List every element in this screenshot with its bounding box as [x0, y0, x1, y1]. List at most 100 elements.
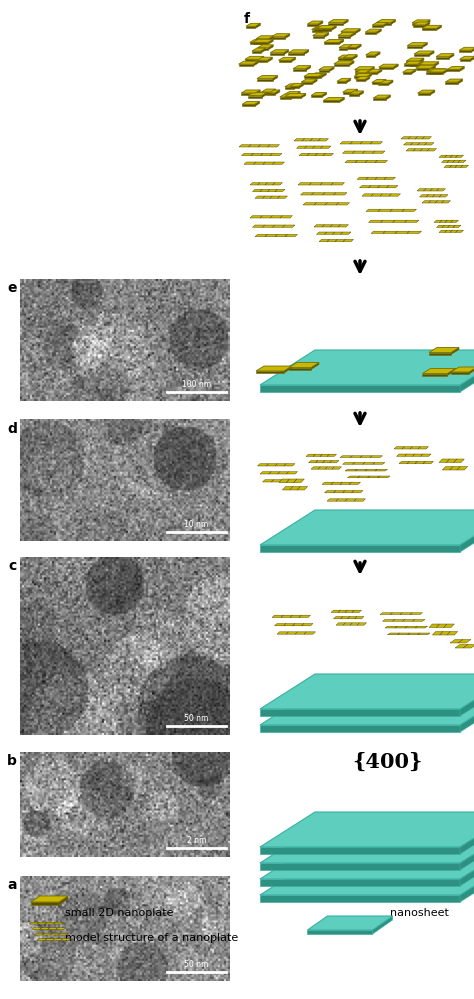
Polygon shape: [311, 363, 319, 370]
Polygon shape: [377, 476, 390, 478]
Polygon shape: [339, 45, 352, 48]
Polygon shape: [314, 225, 325, 227]
Polygon shape: [251, 153, 263, 156]
Polygon shape: [422, 201, 431, 203]
Polygon shape: [29, 922, 39, 924]
Polygon shape: [394, 447, 404, 449]
Polygon shape: [366, 55, 375, 57]
Polygon shape: [266, 93, 275, 95]
Polygon shape: [408, 633, 420, 634]
Polygon shape: [388, 80, 393, 85]
Polygon shape: [340, 456, 353, 458]
Polygon shape: [430, 90, 435, 95]
Polygon shape: [332, 467, 341, 470]
Polygon shape: [265, 183, 275, 185]
Polygon shape: [343, 92, 353, 94]
Polygon shape: [47, 928, 58, 929]
Polygon shape: [436, 54, 454, 57]
Polygon shape: [307, 153, 318, 156]
Polygon shape: [260, 844, 474, 879]
Polygon shape: [430, 189, 439, 191]
Polygon shape: [347, 616, 357, 618]
Polygon shape: [373, 463, 385, 465]
Polygon shape: [338, 58, 351, 60]
Polygon shape: [439, 155, 447, 158]
Polygon shape: [345, 160, 357, 163]
Polygon shape: [350, 142, 363, 144]
Polygon shape: [255, 101, 260, 106]
Polygon shape: [50, 933, 61, 935]
Polygon shape: [356, 44, 361, 49]
Polygon shape: [378, 80, 393, 83]
Polygon shape: [271, 480, 283, 482]
Polygon shape: [320, 146, 331, 148]
Polygon shape: [253, 42, 268, 44]
Polygon shape: [380, 612, 392, 614]
Polygon shape: [402, 447, 412, 449]
Polygon shape: [306, 455, 316, 457]
Polygon shape: [366, 209, 381, 212]
Polygon shape: [317, 232, 327, 235]
Polygon shape: [447, 369, 456, 376]
Polygon shape: [327, 455, 337, 457]
Polygon shape: [257, 464, 269, 466]
Polygon shape: [238, 64, 253, 66]
Polygon shape: [359, 91, 364, 96]
Text: a: a: [8, 878, 17, 892]
Polygon shape: [380, 194, 392, 196]
Polygon shape: [323, 153, 334, 156]
Polygon shape: [325, 467, 335, 470]
Polygon shape: [391, 20, 395, 25]
Polygon shape: [347, 45, 352, 50]
Polygon shape: [343, 20, 348, 25]
Polygon shape: [359, 186, 371, 188]
Polygon shape: [336, 622, 346, 625]
Polygon shape: [407, 43, 428, 46]
Polygon shape: [250, 39, 267, 42]
Polygon shape: [373, 95, 391, 98]
Polygon shape: [284, 366, 292, 373]
Polygon shape: [356, 70, 371, 73]
Polygon shape: [365, 470, 377, 471]
Polygon shape: [302, 139, 312, 141]
Polygon shape: [347, 476, 360, 478]
Polygon shape: [260, 860, 474, 895]
Polygon shape: [291, 94, 296, 99]
Polygon shape: [419, 62, 439, 65]
Polygon shape: [301, 623, 313, 625]
Polygon shape: [375, 470, 388, 471]
Polygon shape: [331, 610, 340, 612]
Polygon shape: [434, 62, 439, 67]
Polygon shape: [334, 491, 345, 493]
Polygon shape: [457, 467, 468, 470]
Polygon shape: [417, 189, 426, 191]
Polygon shape: [453, 225, 461, 228]
Polygon shape: [318, 467, 328, 470]
Polygon shape: [279, 479, 290, 483]
Polygon shape: [280, 216, 292, 218]
Polygon shape: [429, 72, 443, 74]
Polygon shape: [284, 92, 300, 95]
Polygon shape: [290, 615, 301, 617]
Polygon shape: [289, 480, 300, 482]
Polygon shape: [339, 48, 347, 50]
Polygon shape: [253, 60, 267, 62]
Polygon shape: [372, 80, 386, 83]
Polygon shape: [336, 499, 347, 501]
Polygon shape: [384, 177, 395, 180]
Polygon shape: [262, 39, 267, 44]
Polygon shape: [470, 56, 474, 61]
Polygon shape: [419, 195, 428, 197]
Polygon shape: [367, 72, 377, 74]
Polygon shape: [260, 385, 460, 392]
Polygon shape: [405, 626, 418, 628]
Polygon shape: [366, 177, 377, 180]
Text: d: d: [7, 422, 17, 436]
Polygon shape: [274, 623, 286, 625]
Polygon shape: [446, 82, 458, 84]
Polygon shape: [273, 225, 285, 228]
Polygon shape: [289, 363, 319, 368]
Polygon shape: [343, 151, 355, 153]
Polygon shape: [388, 633, 400, 634]
Polygon shape: [265, 235, 277, 237]
